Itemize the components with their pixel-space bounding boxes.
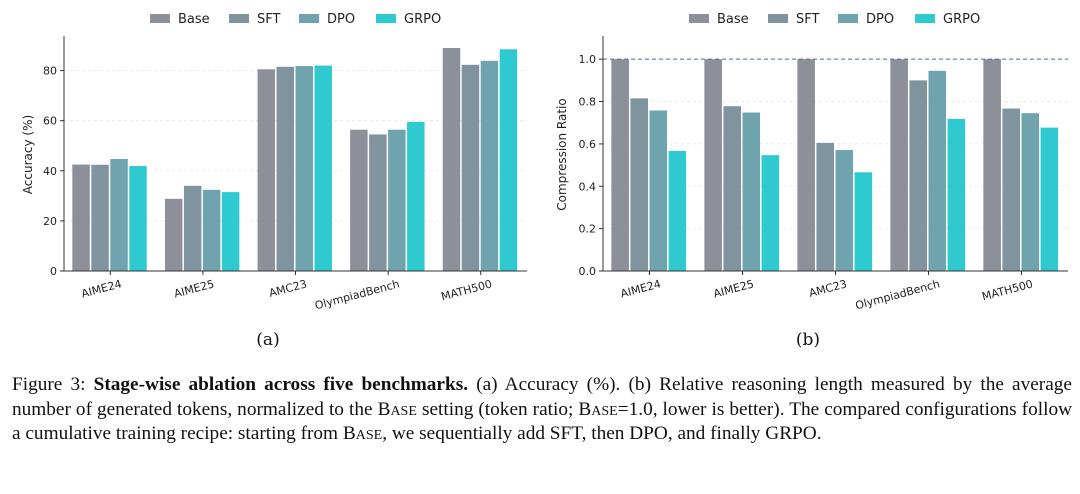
bar-base xyxy=(611,59,629,271)
bar-grpo xyxy=(314,65,332,271)
legend-label-base: Base xyxy=(178,12,210,27)
caption-label: Figure 3: xyxy=(12,374,86,395)
bar-sft xyxy=(723,106,741,272)
bar-grpo xyxy=(407,121,425,271)
legend-swatch-base xyxy=(689,14,709,23)
bar-dpo xyxy=(649,110,668,271)
bar-base xyxy=(257,69,276,272)
bar-base xyxy=(442,48,461,272)
bar-dpo xyxy=(480,60,499,272)
bar-sft xyxy=(91,164,109,271)
y-tick-label: 0.6 xyxy=(579,138,597,151)
bar-grpo xyxy=(1040,127,1059,271)
caption-text-4: , we sequentially add SFT, then DPO, and… xyxy=(382,423,822,444)
legend-swatch-sft xyxy=(768,14,788,23)
legend-label-sft: SFT xyxy=(796,12,820,27)
bar-grpo xyxy=(129,166,147,271)
bar-grpo xyxy=(668,150,687,271)
y-tick-label: 0.8 xyxy=(579,96,597,109)
caption-base-2: Base xyxy=(578,398,618,420)
bar-base xyxy=(72,164,90,271)
caption-base-1: Base xyxy=(377,398,417,420)
bar-sft xyxy=(1002,108,1020,271)
legend-swatch-dpo xyxy=(838,14,858,23)
legend-swatch-sft xyxy=(229,14,249,23)
x-tick-label: AIME24 xyxy=(80,277,123,300)
bar-base xyxy=(983,59,1001,271)
bar-dpo xyxy=(1021,113,1040,271)
y-tick-label: 60 xyxy=(43,115,57,128)
y-tick-label: 0 xyxy=(50,265,57,278)
bar-base xyxy=(350,129,368,271)
legend-swatch-grpo xyxy=(376,14,396,23)
y-tick-label: 0.0 xyxy=(579,265,597,278)
bar-sft xyxy=(276,66,294,271)
x-tick-label: AIME24 xyxy=(619,277,662,300)
subplot-label: (a) xyxy=(256,330,279,350)
legend-label-grpo: GRPO xyxy=(943,12,980,27)
bar-grpo xyxy=(947,118,966,271)
x-tick-label: MATH500 xyxy=(981,277,1035,303)
x-tick-label: MATH500 xyxy=(440,277,494,303)
bar-base xyxy=(164,198,183,271)
bar-grpo xyxy=(761,155,780,271)
x-tick-label: AIME25 xyxy=(712,277,755,300)
legend-label-dpo: DPO xyxy=(327,12,355,27)
bar-dpo xyxy=(110,159,128,271)
bar-dpo xyxy=(742,112,761,271)
x-tick-label: OlympiadBench xyxy=(854,277,941,312)
bar-sft xyxy=(816,142,834,271)
bar-base xyxy=(797,59,815,271)
bar-dpo xyxy=(295,66,313,272)
y-tick-label: 20 xyxy=(43,215,57,228)
bar-sft xyxy=(183,185,202,271)
y-tick-label: 80 xyxy=(43,65,57,78)
subplot-label: (b) xyxy=(796,330,820,350)
legend-swatch-base xyxy=(150,14,170,23)
bar-sft xyxy=(369,134,387,271)
y-tick-label: 1.0 xyxy=(579,53,597,66)
bar-sft xyxy=(461,64,480,271)
caption-text-1: (a) Accuracy (%). (b) Relative reasoning… xyxy=(12,374,1072,420)
panel-a-accuracy-chart: 0 20 40 60 80 AIME24 AIME25 AMC23 OlympiadBench M… xyxy=(21,12,527,350)
bar-dpo xyxy=(202,189,221,271)
y-tick-label: 0.4 xyxy=(579,180,597,193)
x-tick-label: AIME25 xyxy=(172,277,215,300)
panel-b-compression-chart: 0.0 0.2 0.4 0.6 0.8 1.0 AIME24 AIME25 AMC23 Olymp… xyxy=(555,12,1068,350)
caption-base-3: Base xyxy=(342,423,383,444)
x-tick-label: AMC23 xyxy=(268,277,309,300)
bar-sft xyxy=(630,98,648,271)
bar-grpo xyxy=(499,49,518,271)
y-tick-label: 40 xyxy=(43,165,57,178)
y-axis-label: Compression Ratio xyxy=(555,98,569,211)
bar-dpo xyxy=(388,129,406,271)
bar-grpo xyxy=(221,192,240,271)
y-axis-label: Accuracy (%) xyxy=(21,115,35,194)
legend-label-dpo: DPO xyxy=(866,12,894,27)
bar-grpo xyxy=(854,172,873,271)
bar-base xyxy=(704,59,722,271)
x-tick-label: OlympiadBench xyxy=(313,277,400,312)
legend-swatch-dpo xyxy=(299,14,319,23)
caption-text-2: setting (token ratio; xyxy=(421,398,574,420)
x-tick-label: AMC23 xyxy=(808,277,849,300)
figure-caption: Figure 3: Stage-wise ablation across fiv… xyxy=(12,373,1072,447)
caption-text-3: =1.0, lower is better). The compared con… xyxy=(12,398,1073,445)
legend-label-grpo: GRPO xyxy=(404,12,441,27)
caption-title: Stage-wise ablation across five benchmar… xyxy=(93,374,469,395)
legend-swatch-grpo xyxy=(915,14,935,23)
bar-base xyxy=(890,59,908,271)
y-tick-label: 0.2 xyxy=(579,223,597,236)
bar-dpo xyxy=(928,70,947,271)
legend-label-base: Base xyxy=(717,12,749,27)
bar-dpo xyxy=(835,150,854,271)
bar-sft xyxy=(909,80,927,271)
legend-label-sft: SFT xyxy=(257,12,281,27)
